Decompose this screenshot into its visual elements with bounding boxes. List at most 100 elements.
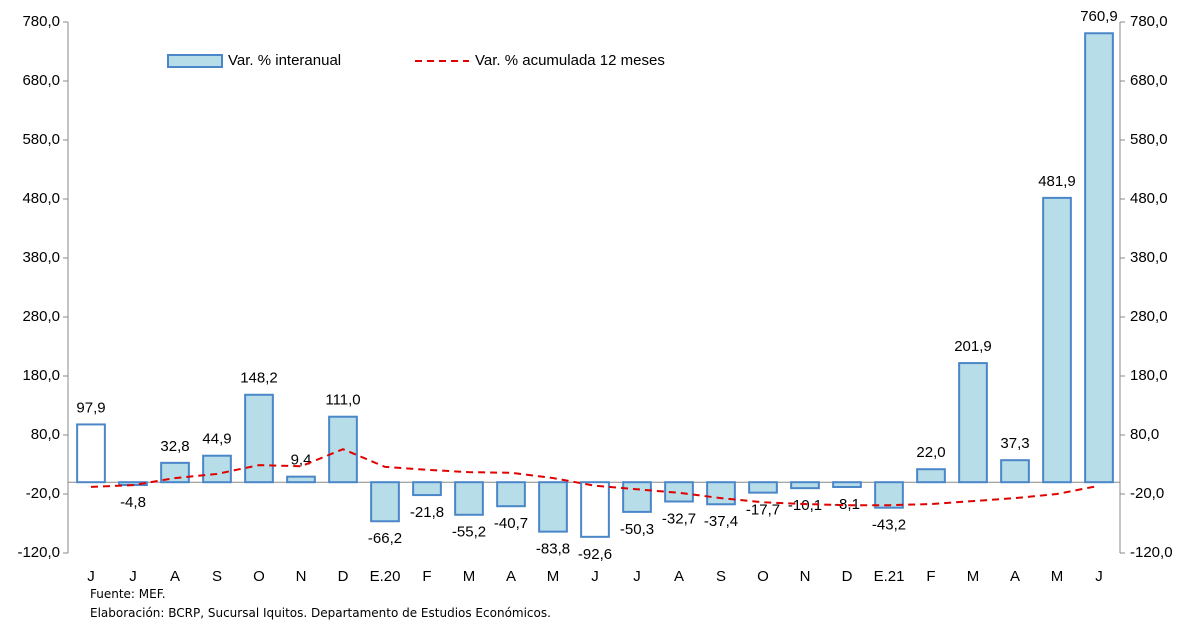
x-tick-label: A: [1010, 568, 1020, 585]
bar: [622, 481, 652, 513]
bar: [580, 481, 610, 538]
data-label: -40,7: [494, 515, 528, 532]
x-tick-label: F: [926, 568, 935, 585]
y-tick-label: 480,0: [22, 190, 60, 207]
y2-tick-label: 380,0: [1130, 249, 1168, 266]
x-tick-label: N: [800, 568, 811, 585]
x-tick-label: J: [1095, 568, 1103, 585]
x-tick-label: O: [253, 568, 265, 585]
bar: [202, 454, 232, 484]
data-label: -83,8: [536, 541, 570, 558]
y-tick-label: 280,0: [22, 308, 60, 325]
bar: [706, 481, 736, 506]
chart: -120,0 -20,0 80,0 180,0 280,0 380,0 480,0 580,0…: [17, 8, 1173, 585]
x-tick-label: D: [338, 568, 349, 585]
data-label: 22,0: [916, 444, 945, 461]
bar: [286, 475, 316, 484]
bar: [454, 481, 484, 516]
x-tick-label: E.21: [874, 568, 905, 585]
x-tick-label: S: [716, 568, 726, 585]
bar: [370, 481, 400, 523]
x-tick-label: M: [547, 568, 560, 585]
data-label: 97,9: [76, 399, 105, 416]
bar: [1000, 459, 1030, 484]
data-label: 37,3: [1000, 435, 1029, 452]
x-tick-label: J: [129, 568, 137, 585]
y2-tick-label: -20,0: [1130, 485, 1164, 502]
bar: [496, 481, 526, 508]
data-label: -17,7: [746, 502, 780, 519]
bar: [664, 481, 694, 503]
bar: [916, 468, 946, 484]
bar: [832, 481, 862, 488]
data-label: -21,8: [410, 504, 444, 521]
y2-tick-label: 580,0: [1130, 131, 1168, 148]
bar: [1042, 196, 1072, 484]
y2-tick-label: 180,0: [1130, 367, 1168, 384]
data-label: -32,7: [662, 510, 696, 527]
x-tick-label: J: [633, 568, 641, 585]
y2-tick-label: 80,0: [1130, 426, 1159, 443]
data-label: -66,2: [368, 530, 402, 547]
bar: [244, 393, 274, 484]
bar: [790, 481, 820, 490]
x-tick-label: E.20: [370, 568, 401, 585]
legend-swatch: [167, 54, 223, 68]
x-tick-label: O: [757, 568, 769, 585]
legend-label: Var. % interanual: [228, 52, 341, 69]
data-label: -37,4: [704, 513, 738, 530]
y-tick-label: 380,0: [22, 249, 60, 266]
bar: [748, 481, 778, 494]
y-tick-label: 80,0: [31, 426, 60, 443]
y2-tick-label: 480,0: [1130, 190, 1168, 207]
y-tick-label: 580,0: [22, 131, 60, 148]
data-label: -10,1: [788, 497, 822, 514]
y2-tick-label: 680,0: [1130, 72, 1168, 89]
y-tick-label: 780,0: [22, 13, 60, 30]
bar: [958, 362, 988, 484]
y-tick-label: 680,0: [22, 72, 60, 89]
data-label: -43,2: [872, 517, 906, 534]
bar: [538, 481, 568, 533]
data-label: 44,9: [202, 431, 231, 448]
x-tick-label: D: [842, 568, 853, 585]
x-tick-label: J: [87, 568, 95, 585]
x-tick-label: A: [506, 568, 516, 585]
source: Fuente: MEF.: [90, 587, 166, 601]
y-tick-label: -20,0: [26, 485, 60, 502]
bar: [412, 481, 442, 497]
note: Elaboración: BCRP, Sucursal Iquitos. Dep…: [90, 606, 551, 620]
data-label: -92,6: [578, 546, 612, 563]
data-label: -8,1: [834, 496, 860, 513]
line: [90, 448, 1100, 507]
data-label: 32,8: [160, 438, 189, 455]
y2-tick-label: 780,0: [1130, 13, 1168, 30]
data-label: 201,9: [954, 338, 992, 355]
x-tick-label: M: [967, 568, 980, 585]
x-tick-label: F: [422, 568, 431, 585]
bar: [76, 423, 106, 484]
y-tick-label: -120,0: [17, 544, 60, 561]
data-label: 148,2: [240, 370, 278, 387]
x-tick-label: M: [1051, 568, 1064, 585]
x-tick-label: S: [212, 568, 222, 585]
bar: [1084, 32, 1114, 484]
y2-tick-label: -120,0: [1130, 544, 1173, 561]
data-label: 481,9: [1038, 173, 1076, 190]
data-label: -50,3: [620, 521, 654, 538]
data-label: -55,2: [452, 524, 486, 541]
x-tick-label: A: [170, 568, 180, 585]
bar: [160, 461, 190, 484]
data-label: 760,9: [1080, 8, 1118, 25]
x-tick-label: J: [591, 568, 599, 585]
x-tick-label: N: [296, 568, 307, 585]
y-tick-label: 180,0: [22, 367, 60, 384]
x-tick-label: M: [463, 568, 476, 585]
data-label: 111,0: [325, 392, 360, 409]
x-tick-label: A: [674, 568, 684, 585]
bar: [874, 481, 904, 509]
legend-label: Var. % acumulada 12 meses: [475, 52, 665, 69]
data-label: -4,8: [120, 494, 146, 511]
y2-tick-label: 280,0: [1130, 308, 1168, 325]
